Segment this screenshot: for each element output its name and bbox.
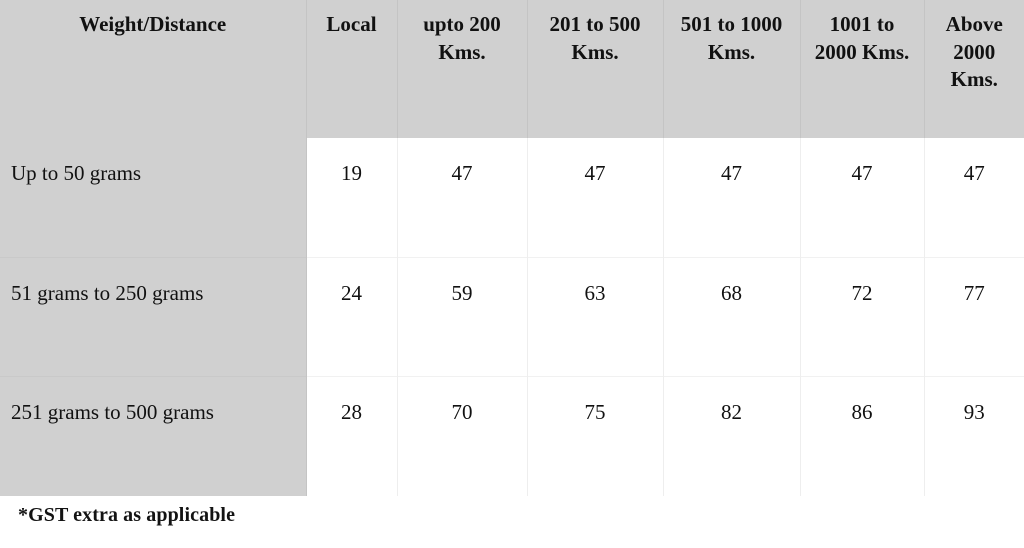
row-label-up-to-50-grams: Up to 50 grams xyxy=(0,138,307,257)
row-label-51-to-250-grams: 51 grams to 250 grams xyxy=(0,256,307,376)
cell-row2-501-1000: 82 xyxy=(662,375,801,496)
cell-row0-501-1000: 47 xyxy=(662,138,801,257)
cell-row2-201-500: 75 xyxy=(526,375,664,496)
column-header-1001-to-2000-kms: 1001 to 2000 Kms. xyxy=(799,0,925,138)
cell-row2-local: 28 xyxy=(305,375,398,496)
table-header: Weight/Distance Local upto 200 Kms. 201 … xyxy=(0,0,1024,138)
cell-row1-1001-2000: 72 xyxy=(799,256,925,376)
table-header-row: Weight/Distance Local upto 200 Kms. 201 … xyxy=(0,0,1024,138)
table-row: 51 grams to 250 grams 24 59 63 68 72 77 xyxy=(0,256,1024,376)
gst-footnote: *GST extra as applicable xyxy=(18,504,236,526)
row-label-251-to-500-grams: 251 grams to 500 grams xyxy=(0,375,307,496)
cell-row0-upto-200: 47 xyxy=(396,138,528,257)
cell-row1-above-2000: 77 xyxy=(923,256,1024,376)
cell-row1-local: 24 xyxy=(305,256,398,376)
column-header-501-to-1000-kms: 501 to 1000 Kms. xyxy=(662,0,801,138)
cell-row0-201-500: 47 xyxy=(526,138,664,257)
cell-row0-1001-2000: 47 xyxy=(799,138,925,257)
column-header-above-2000-kms: Above 2000 Kms. xyxy=(923,0,1024,138)
cell-row0-local: 19 xyxy=(305,138,398,257)
column-header-weight-distance: Weight/Distance xyxy=(0,0,307,138)
cell-row1-upto-200: 59 xyxy=(396,256,528,376)
column-header-201-to-500-kms: 201 to 500 Kms. xyxy=(526,0,664,138)
column-header-upto-200-kms: upto 200 Kms. xyxy=(396,0,528,138)
table-body: Up to 50 grams 19 47 47 47 47 47 51 gram… xyxy=(0,138,1024,496)
cell-row2-above-2000: 93 xyxy=(923,375,1024,496)
table-row: Up to 50 grams 19 47 47 47 47 47 xyxy=(0,138,1024,257)
cell-row1-201-500: 63 xyxy=(526,256,664,376)
cell-row2-1001-2000: 86 xyxy=(799,375,925,496)
cell-row2-upto-200: 70 xyxy=(396,375,528,496)
cell-row1-501-1000: 68 xyxy=(662,256,801,376)
table-row: 251 grams to 500 grams 28 70 75 82 86 93 xyxy=(0,375,1024,496)
weight-distance-rate-table: Weight/Distance Local upto 200 Kms. 201 … xyxy=(0,0,1024,496)
column-header-local: Local xyxy=(305,0,398,138)
cell-row0-above-2000: 47 xyxy=(923,138,1024,257)
